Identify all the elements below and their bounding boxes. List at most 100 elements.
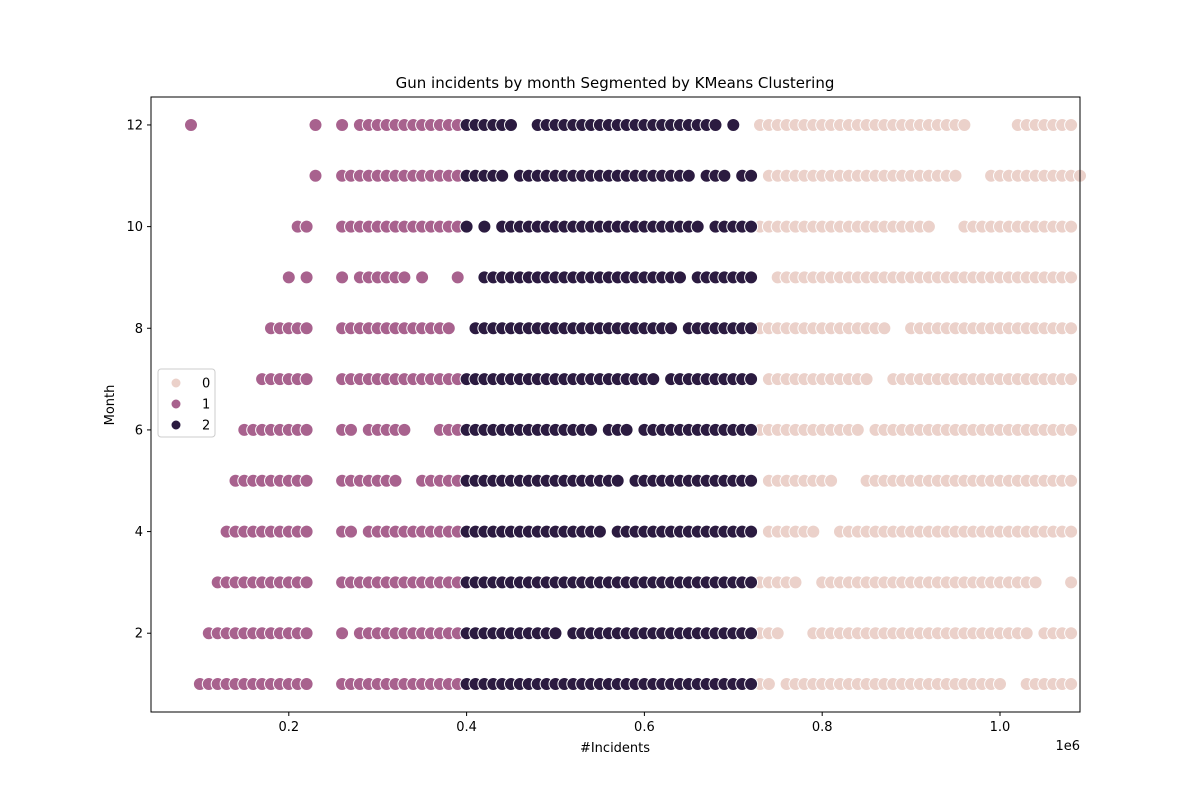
- y-tick-label: 8: [135, 322, 143, 337]
- data-point-cluster-2: [610, 473, 625, 488]
- data-point-cluster-0: [1064, 321, 1079, 336]
- data-point-cluster-1: [299, 473, 314, 488]
- data-point-cluster-0: [1064, 422, 1079, 437]
- legend: 0 1 2: [157, 368, 216, 438]
- data-point-cluster-0: [761, 677, 776, 691]
- data-point-cluster-1: [299, 321, 314, 336]
- data-point-cluster-1: [335, 118, 350, 132]
- data-point-cluster-0: [850, 422, 865, 437]
- data-point-cluster-2: [744, 422, 759, 437]
- data-point-cluster-0: [824, 473, 839, 488]
- data-point-cluster-2: [681, 168, 696, 183]
- data-point-cluster-1: [184, 118, 198, 132]
- data-point-cluster-0: [1019, 626, 1034, 641]
- data-point-cluster-0: [806, 524, 821, 539]
- data-point-cluster-2: [673, 270, 687, 285]
- data-point-cluster-1: [299, 524, 314, 539]
- data-point-cluster-1: [450, 270, 465, 285]
- data-point-cluster-1: [299, 422, 314, 437]
- data-point-cluster-0: [1064, 372, 1079, 387]
- data-point-cluster-1: [299, 219, 314, 234]
- chart-title: Gun incidents by month Segmented by KMea…: [396, 74, 835, 92]
- data-point-cluster-2: [459, 219, 474, 234]
- legend-marker-0: [170, 377, 182, 389]
- x-axis-label: #Incidents: [580, 741, 650, 756]
- data-point-cluster-2: [592, 524, 607, 539]
- data-point-cluster-2: [646, 372, 661, 387]
- x-axis: 0.2 0.4 0.6 0.8 1.0: [278, 712, 1010, 735]
- x-axis-offset-label: 1e6: [1055, 739, 1080, 754]
- data-point-cluster-2: [619, 422, 634, 437]
- y-axis-label: Month: [103, 385, 118, 426]
- data-point-cluster-0: [1064, 270, 1079, 285]
- data-point-cluster-1: [299, 626, 314, 641]
- data-point-cluster-1: [281, 270, 296, 285]
- data-point-cluster-1: [308, 118, 323, 132]
- data-point-cluster-1: [415, 270, 430, 285]
- x-tick-label: 0.6: [634, 720, 655, 735]
- data-point-cluster-2: [584, 422, 599, 437]
- data-point-cluster-2: [726, 118, 741, 132]
- y-tick-label: 10: [126, 220, 143, 235]
- data-point-cluster-0: [1064, 677, 1079, 691]
- data-point-cluster-1: [299, 372, 314, 387]
- data-point-cluster-0: [1064, 575, 1079, 590]
- data-point-cluster-1: [441, 321, 456, 336]
- data-point-cluster-2: [744, 524, 759, 539]
- y-tick-label: 4: [135, 525, 143, 540]
- data-point-cluster-2: [690, 219, 705, 234]
- data-point-cluster-1: [299, 677, 314, 691]
- x-tick-label: 0.8: [812, 720, 833, 735]
- data-point-cluster-1: [388, 473, 403, 488]
- data-point-cluster-2: [477, 219, 492, 234]
- data-point-cluster-0: [788, 575, 803, 590]
- data-point-cluster-2: [495, 168, 510, 183]
- data-point-cluster-1: [335, 270, 350, 285]
- legend-marker-1: [170, 398, 182, 410]
- data-point-cluster-2: [744, 677, 759, 691]
- legend-marker-2: [170, 419, 182, 431]
- data-point-cluster-2: [744, 575, 759, 590]
- data-point-cluster-0: [1028, 575, 1043, 590]
- y-tick-label: 12: [126, 118, 143, 133]
- legend-label-0: 0: [202, 377, 210, 392]
- data-point-cluster-0: [770, 626, 785, 641]
- legend-label-1: 1: [202, 398, 210, 413]
- points-layer: [184, 118, 1087, 691]
- data-point-cluster-1: [344, 524, 358, 539]
- data-point-cluster-1: [308, 168, 323, 183]
- data-point-cluster-1: [299, 575, 314, 590]
- data-point-cluster-2: [744, 473, 759, 488]
- x-tick-label: 0.2: [278, 720, 299, 735]
- data-point-cluster-1: [397, 422, 412, 437]
- x-tick-label: 0.4: [456, 720, 477, 735]
- data-point-cluster-2: [744, 626, 759, 641]
- data-point-cluster-0: [859, 372, 874, 387]
- data-point-cluster-0: [1064, 524, 1079, 539]
- data-point-cluster-2: [664, 321, 679, 336]
- data-point-cluster-0: [1064, 473, 1079, 488]
- data-point-cluster-0: [921, 219, 936, 234]
- data-point-cluster-1: [397, 270, 412, 285]
- y-tick-label: 6: [135, 423, 143, 438]
- data-point-cluster-0: [993, 677, 1007, 691]
- data-point-cluster-0: [948, 168, 963, 183]
- y-tick-label: 2: [135, 627, 143, 642]
- y-axis: 2 4 6 8 10 12: [126, 118, 151, 642]
- legend-label-2: 2: [202, 419, 210, 434]
- data-point-cluster-1: [299, 270, 314, 285]
- plot-frame: [150, 96, 1081, 713]
- x-tick-label: 1.0: [990, 720, 1011, 735]
- data-point-cluster-0: [1064, 118, 1079, 132]
- data-point-cluster-2: [744, 321, 759, 336]
- data-point-cluster-2: [504, 118, 518, 132]
- data-point-cluster-2: [744, 168, 759, 183]
- data-point-cluster-2: [708, 118, 723, 132]
- data-point-cluster-2: [548, 626, 563, 641]
- data-point-cluster-0: [1064, 626, 1079, 641]
- data-point-cluster-0: [1064, 219, 1079, 234]
- data-point-cluster-2: [744, 372, 759, 387]
- data-point-cluster-1: [335, 626, 350, 641]
- data-point-cluster-1: [344, 422, 358, 437]
